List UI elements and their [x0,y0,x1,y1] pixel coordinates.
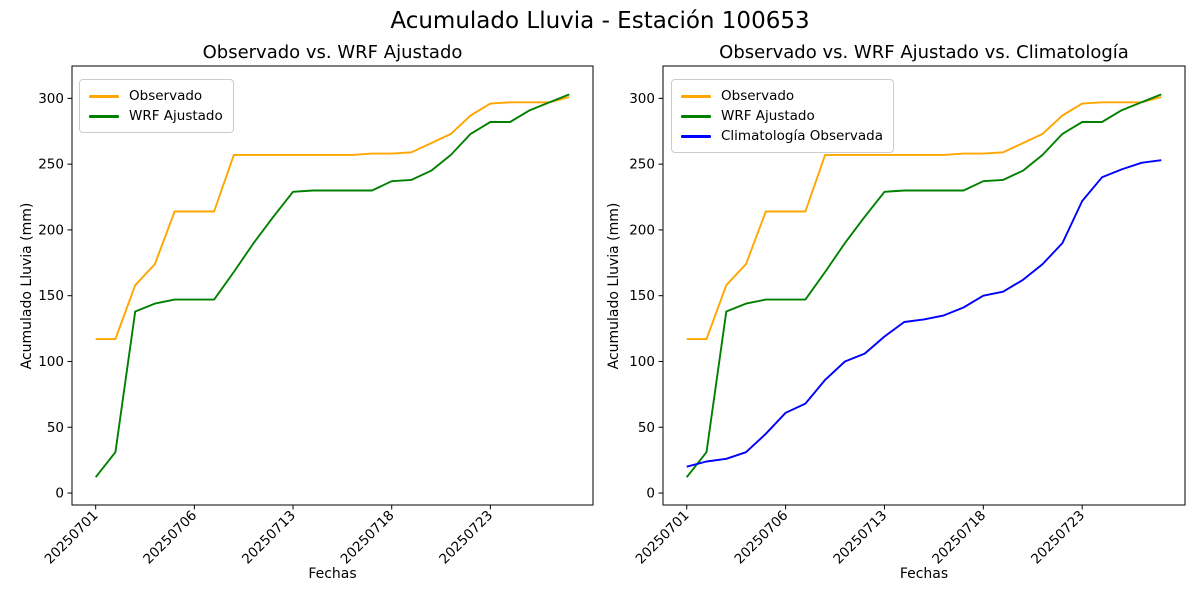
plot-area-right: 0 50 100 150 200 250 300 20250701 20250706 202507… [629,65,1186,568]
series-line-wrf-ajustado [685,93,1162,478]
legend-label: Observado [129,88,203,104]
legend-line-swatch [681,94,711,98]
legend-line-swatch [681,134,711,138]
x-tick-label: 20250723 [1028,508,1088,568]
legend-label: WRF Ajustado [721,108,815,124]
y-tick-label: 150 [629,288,655,304]
y-tick-label: 0 [646,486,655,502]
legend-label: Climatología Observada [721,128,883,144]
x-axis-label: Fechas [899,566,949,582]
x-tick-label: 20250723 [436,508,496,568]
x-tick-label: 20250701 [633,508,693,568]
legend-line-swatch [89,94,119,98]
axes-spines [662,65,1186,506]
legend-item: Climatología Observada [681,126,883,146]
x-tick-label: 20250718 [929,508,989,568]
x-tick-label: 20250713 [239,508,299,568]
y-tick-label: 300 [38,91,64,107]
y-tick-label: 50 [47,420,64,436]
axes-title: Observado vs. WRF Ajustado [202,42,463,63]
legend-item: WRF Ajustado [681,106,883,126]
y-tick-label: 100 [38,354,64,370]
axes-title: Observado vs. WRF Ajustado vs. Climatolo… [719,42,1129,63]
y-tick-label: 0 [55,486,64,502]
series-line-observado [686,96,1162,341]
legend-item: Observado [681,86,883,106]
legend-line-swatch [681,114,711,118]
y-axis-label: Acumulado Lluvia (mm) [19,202,35,370]
plot-area-left: 0 50 100 150 200 250 300 20250701 20250706 202507… [38,65,594,568]
legend-item: Observado [89,86,223,106]
x-axis-label: Fechas [308,566,357,582]
series-line-climatolog-a-observada [686,159,1162,468]
y-tick-label: 250 [38,157,64,173]
legend-item: WRF Ajustado [89,106,223,126]
y-axis-label: Acumulado Lluvia (mm) [606,202,622,370]
x-tick-label: 20250718 [338,508,398,568]
x-tick-label: 20250706 [732,508,792,568]
chart-observado-wrf-climatologia: 0 50 100 150 200 250 300 20250701 20250706 202507… [600,0,1200,600]
legend-label: WRF Ajustado [129,108,223,124]
y-tick-label: 200 [38,222,64,238]
chart-observado-wrf: 0 50 100 150 200 250 300 20250701 20250706 202507… [19,42,594,582]
series-line-wrf-ajustado [94,93,570,478]
y-tick-label: 100 [629,354,655,370]
y-tick-label: 250 [629,157,655,173]
legend-line-swatch [89,114,119,118]
y-tick-label: 200 [629,222,655,238]
y-tick-label: 300 [629,91,655,107]
x-tick-label: 20250713 [830,508,890,568]
y-tick-label: 150 [38,288,64,304]
legend-label: Observado [721,88,795,104]
x-tick-label: 20250706 [140,508,200,568]
x-tick-label: 20250701 [42,508,102,568]
legend: Observado WRF Ajustado [79,79,234,133]
y-tick-label: 50 [638,420,655,436]
series-line-observado [95,96,570,341]
figure-suptitle: Acumulado Lluvia - Estación 100653 [390,8,810,34]
legend: Observado WRF Ajustado Climatología Observ… [671,79,894,153]
axes-spines [71,65,594,506]
